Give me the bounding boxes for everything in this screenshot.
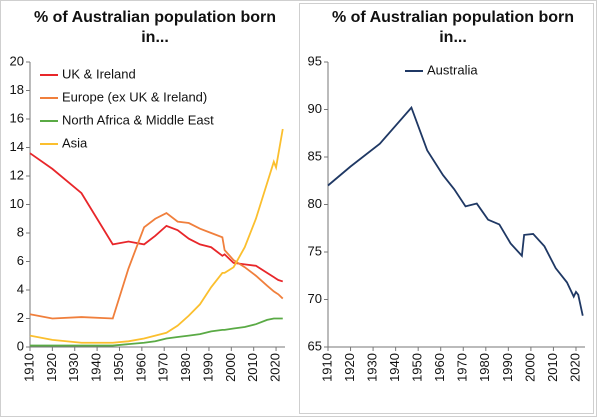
line [29, 128, 284, 344]
x-tick-label: 1930 [66, 353, 81, 382]
y-tick-label: 70 [308, 291, 322, 306]
x-tick-label: 1950 [111, 353, 126, 382]
y-tick-label: 14 [10, 139, 24, 154]
x-tick-label: 1940 [387, 353, 402, 382]
y-tick-label: 90 [308, 101, 322, 116]
x-tick-label: 1990 [200, 353, 215, 382]
x-tick-label: 1910 [319, 353, 334, 382]
y-tick-label: 65 [308, 338, 322, 353]
legend-label: Europe (ex UK & Ireland) [62, 89, 207, 104]
line [29, 152, 284, 283]
y-tick-label: 80 [308, 196, 322, 211]
x-tick-label: 1960 [133, 353, 148, 382]
legend-label: UK & Ireland [62, 66, 136, 81]
y-tick-label: 18 [10, 82, 24, 97]
x-tick-label: 1990 [500, 353, 515, 382]
y-tick-label: 85 [308, 148, 322, 163]
y-tick-label: 75 [308, 243, 322, 258]
frame [299, 3, 594, 414]
y-tick-label: 8 [17, 224, 24, 239]
y-tick-label: 2 [17, 310, 24, 325]
x-tick-label: 1920 [342, 353, 357, 382]
chart-title: % of Australian population born in... [33, 9, 277, 46]
x-tick-label: 2000 [223, 353, 238, 382]
line [30, 317, 283, 347]
y-tick-label: 4 [17, 281, 24, 296]
legend-label: Asia [62, 135, 88, 150]
x-tick-label: 2020 [567, 353, 582, 382]
line [327, 105, 584, 316]
legend-label: North Africa & Middle East [62, 112, 214, 127]
line [29, 211, 284, 320]
y-tick-label: 0 [17, 338, 24, 353]
y-tick-label: 20 [10, 53, 24, 68]
x-tick-label: 2000 [522, 353, 537, 382]
y-tick-label: 12 [10, 167, 24, 182]
legend-label: Australia [427, 62, 478, 77]
y-tick-label: 16 [10, 110, 24, 125]
x-tick-label: 2010 [245, 353, 260, 382]
x-tick-label: 1980 [477, 353, 492, 382]
x-tick-label: 2010 [545, 353, 560, 382]
chart-title: % of Australian population born in... [331, 9, 575, 46]
y-tick-label: 6 [17, 253, 24, 268]
x-tick-label: 1950 [410, 353, 425, 382]
x-tick-label: 1910 [21, 353, 36, 382]
x-tick-label: 1970 [455, 353, 470, 382]
x-tick-label: 1970 [156, 353, 171, 382]
x-tick-label: 1980 [178, 353, 193, 382]
x-tick-label: 2020 [267, 353, 282, 382]
x-tick-label: 1920 [44, 353, 59, 382]
x-tick-label: 1930 [365, 353, 380, 382]
x-tick-label: 1960 [432, 353, 447, 382]
y-tick-label: 95 [308, 53, 322, 68]
x-tick-label: 1940 [89, 353, 104, 382]
y-tick-label: 10 [10, 196, 24, 211]
